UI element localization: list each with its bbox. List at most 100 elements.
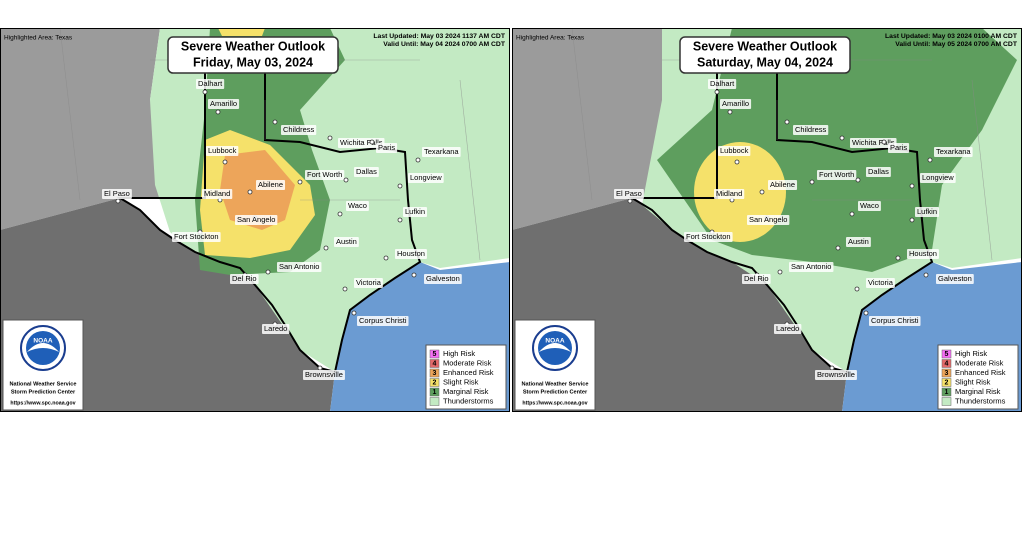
- city-dot: [337, 211, 343, 217]
- city-label-box: [403, 207, 428, 217]
- city-label: Abilene: [258, 180, 283, 189]
- city-label: Childress: [795, 125, 827, 134]
- city-label: Texarkana: [424, 147, 459, 156]
- city-label: Galveston: [938, 274, 972, 283]
- city-dot: [342, 286, 348, 292]
- noaa-url: https://www.spc.noaa.gov: [10, 400, 75, 406]
- city-label-box: [920, 173, 956, 183]
- city-label: El Paso: [616, 189, 642, 198]
- city-dot: [849, 211, 855, 217]
- city-label: Dallas: [868, 167, 889, 176]
- city-label-box: [262, 324, 290, 334]
- city-label: Fort Stockton: [174, 232, 219, 241]
- city-label: San Angelo: [237, 215, 275, 224]
- city-dot: [323, 245, 329, 251]
- legend-level: 1: [945, 389, 949, 396]
- state-line: [971, 79, 993, 261]
- city-dot: [297, 179, 303, 185]
- state-line: [459, 79, 481, 261]
- city-label-box: [357, 316, 409, 326]
- legend-swatch: [941, 349, 952, 359]
- city-label: Paris: [378, 143, 395, 152]
- city-label-box: [614, 189, 644, 199]
- legend-swatch: [941, 368, 952, 378]
- title-box: [167, 36, 339, 74]
- city-dot: [369, 139, 375, 145]
- city-label: Laredo: [776, 324, 799, 333]
- city-label-box: [202, 189, 233, 199]
- city-label: Fort Worth: [819, 170, 854, 179]
- city-dot: [265, 269, 271, 275]
- city-dot: [222, 159, 228, 165]
- city-dot: [327, 135, 333, 141]
- city-dot: [839, 135, 845, 141]
- city-dot: [411, 272, 417, 278]
- legend-swatch: [429, 359, 440, 368]
- noaa-logo-text: NOAA: [545, 338, 564, 345]
- city-label-box: [936, 274, 974, 284]
- city-label-box: [235, 215, 278, 225]
- city-label: Wichita Falls: [340, 138, 383, 147]
- city-dot: [714, 89, 720, 95]
- highlighted-area: Highlighted Area: Texas: [516, 35, 585, 42]
- city-label: Waco: [860, 201, 879, 210]
- city-label: Dalhart: [710, 79, 735, 88]
- city-label-box: [915, 207, 940, 217]
- city-label-box: [206, 146, 239, 156]
- city-label: Austin: [848, 237, 869, 246]
- city-label: Lufkin: [917, 207, 937, 216]
- city-label-box: [684, 232, 733, 242]
- city-label-box: [708, 79, 737, 89]
- city-label: Victoria: [868, 278, 894, 287]
- city-label-box: [846, 237, 871, 247]
- city-label-box: [422, 147, 461, 157]
- city-label: Amarillo: [210, 99, 237, 108]
- city-label: Abilene: [770, 180, 795, 189]
- city-label: Fort Worth: [307, 170, 342, 179]
- city-label-box: [747, 215, 790, 225]
- city-dot: [627, 198, 633, 204]
- city-label-box: [869, 316, 921, 326]
- city-label-box: [907, 249, 939, 259]
- legend-swatch: [429, 378, 440, 387]
- city-dot: [784, 119, 790, 125]
- state-line: [59, 28, 81, 201]
- legend-label: Thunderstorms: [443, 396, 494, 405]
- city-label: Galveston: [426, 274, 460, 283]
- legend-label: Enhanced Risk: [955, 368, 1006, 377]
- city-dot: [383, 255, 389, 261]
- city-dot: [734, 159, 740, 165]
- city-label-box: [334, 237, 359, 247]
- city-label: San Antonio: [791, 262, 831, 271]
- city-dot: [927, 157, 933, 163]
- city-label: Midland: [716, 189, 742, 198]
- city-label-box: [277, 262, 322, 272]
- city-label: Amarillo: [722, 99, 749, 108]
- legend-swatch: [941, 397, 952, 406]
- legend-level: 2: [433, 379, 437, 386]
- city-label: Corpus Christi: [871, 316, 919, 325]
- city-label: Childress: [283, 125, 315, 134]
- city-label: Del Rio: [744, 274, 769, 283]
- legend-level: 5: [433, 351, 437, 358]
- city-dot: [247, 189, 253, 195]
- city-label-box: [172, 232, 221, 242]
- legend-box: [937, 344, 1019, 410]
- noaa-org: National Weather Service: [9, 381, 76, 387]
- city-label-box: [714, 189, 745, 199]
- legend-label: Moderate Risk: [955, 358, 1004, 367]
- noaa-center: Storm Prediction Center: [11, 389, 76, 395]
- noaa-org: National Weather Service: [521, 381, 588, 387]
- valid-until: Valid Until: May 04 2024 0700 AM CDT: [383, 41, 506, 48]
- city-label: Corpus Christi: [359, 316, 407, 325]
- legend-swatch: [429, 368, 440, 378]
- legend-level: 3: [945, 370, 949, 377]
- city-label: Brownsville: [817, 370, 855, 379]
- legend-swatch: [429, 349, 440, 359]
- outlook-title: Severe Weather Outlook: [693, 39, 837, 53]
- legend-swatch: [941, 387, 952, 397]
- city-label-box: [774, 324, 802, 334]
- city-label-box: [718, 146, 751, 156]
- city-label-box: [768, 180, 798, 190]
